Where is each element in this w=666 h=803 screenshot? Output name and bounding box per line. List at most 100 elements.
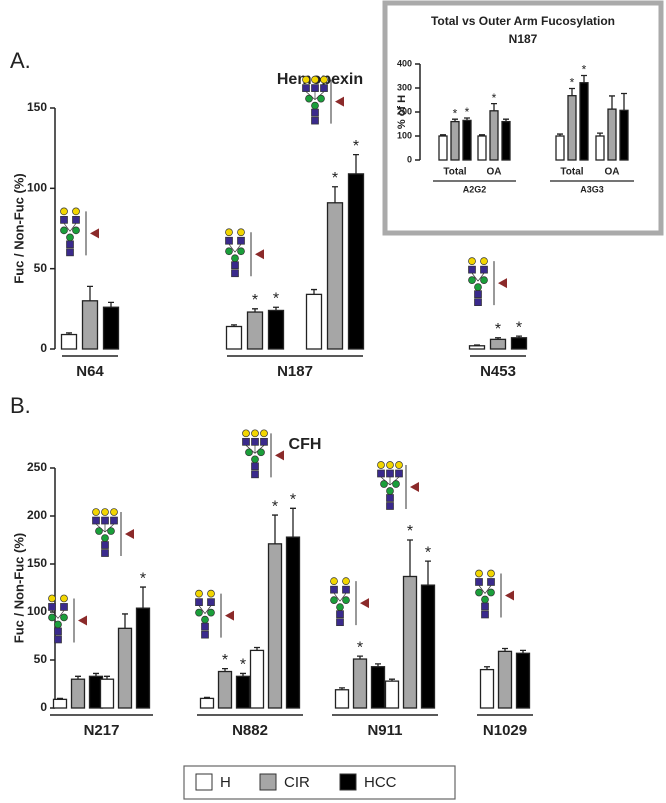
error-bar (75, 675, 81, 680)
legend-swatch (195, 773, 213, 791)
bar (510, 337, 528, 350)
bar (595, 135, 605, 161)
bar (420, 584, 436, 709)
bar (607, 108, 617, 161)
error-bar (581, 74, 587, 83)
legend-swatch (339, 773, 357, 791)
error-bar (339, 687, 345, 690)
galactose (480, 257, 488, 265)
fucose-arrow (335, 96, 344, 107)
chart-title: CFH (289, 436, 322, 453)
error-bar (108, 301, 114, 308)
bar (117, 627, 133, 709)
bar (402, 575, 418, 709)
glcnac (487, 578, 495, 586)
glycan-icon (225, 228, 264, 278)
error-bar (407, 539, 413, 577)
error-bar (87, 285, 93, 301)
error-bar (353, 153, 359, 174)
x-tick-label: N64 (76, 363, 104, 380)
bar (102, 306, 120, 350)
core-glcnac (481, 602, 489, 611)
bar (249, 649, 265, 709)
glcnac (242, 437, 250, 446)
mannose (66, 233, 74, 242)
legend-frame (183, 765, 456, 800)
fucose-arrow (78, 615, 87, 626)
glcnac (377, 469, 385, 478)
significance-star: * (252, 292, 258, 309)
glcnac (480, 265, 488, 274)
core-glcnac (101, 541, 109, 549)
mannose (386, 487, 394, 495)
error-bar (520, 649, 526, 654)
bar (479, 668, 495, 709)
galactose (72, 207, 80, 216)
mannose (72, 226, 80, 235)
mannose (60, 613, 68, 622)
bar (489, 110, 499, 161)
glcnac (101, 516, 109, 525)
error-bar (57, 697, 63, 700)
y-tick-label: 150 (27, 100, 47, 114)
bar (326, 202, 344, 350)
core-glcnac (201, 622, 209, 631)
core-glcnac (66, 240, 74, 249)
error-bar (621, 92, 627, 111)
error-bar (252, 308, 258, 313)
mannose (468, 276, 476, 284)
fucose-arrow (225, 610, 234, 621)
glycan-link (339, 592, 347, 602)
error-bar (231, 324, 237, 327)
error-bar (557, 133, 563, 136)
mannose (342, 596, 350, 605)
glcnac (110, 516, 118, 525)
core-glcnac (54, 635, 62, 644)
y-tick-label: 150 (27, 556, 47, 570)
mannose (475, 588, 483, 597)
glcnac (195, 598, 203, 606)
error-bar (502, 647, 508, 652)
bar (501, 120, 511, 161)
chart-title: Hemopexin (277, 71, 363, 88)
galactose (251, 429, 259, 438)
galactose (237, 228, 245, 237)
mannose (225, 247, 233, 256)
significance-star: * (290, 492, 296, 509)
glcnac (302, 84, 310, 92)
glycan-link (204, 605, 212, 614)
galactose (92, 508, 100, 516)
error-bar (273, 306, 279, 311)
y-tick-label: 200 (397, 106, 412, 116)
y-tick-label: 100 (397, 130, 412, 140)
bar (489, 338, 507, 350)
galactose (60, 207, 68, 216)
mannose (311, 101, 319, 110)
y-axis-label: Fuc / Non-Fuc (%) (11, 173, 26, 284)
mannose (380, 480, 388, 488)
panel-label: B. (10, 393, 31, 418)
fucose-arrow (505, 590, 514, 601)
error-bar (609, 95, 615, 110)
significance-star: * (357, 639, 363, 656)
mannose (392, 480, 400, 488)
significance-star: * (353, 138, 359, 155)
y-tick-label: 400 (397, 58, 412, 68)
glycan-icon (468, 257, 507, 306)
bar (81, 300, 99, 350)
bar (477, 135, 487, 161)
galactose (320, 75, 328, 84)
fucose-arrow (125, 529, 134, 540)
core-glcnac (474, 290, 482, 298)
mannose (195, 608, 203, 617)
core-glcnac (251, 470, 259, 479)
chart-title: Total vs Outer Arm Fucosylation (431, 14, 615, 28)
galactose (207, 589, 215, 598)
glycan-link (57, 610, 65, 619)
galactose (110, 508, 118, 516)
error-bar (491, 102, 497, 111)
bar (450, 120, 460, 161)
galactose (386, 461, 394, 469)
galactose (60, 594, 68, 603)
galactose (468, 257, 476, 265)
